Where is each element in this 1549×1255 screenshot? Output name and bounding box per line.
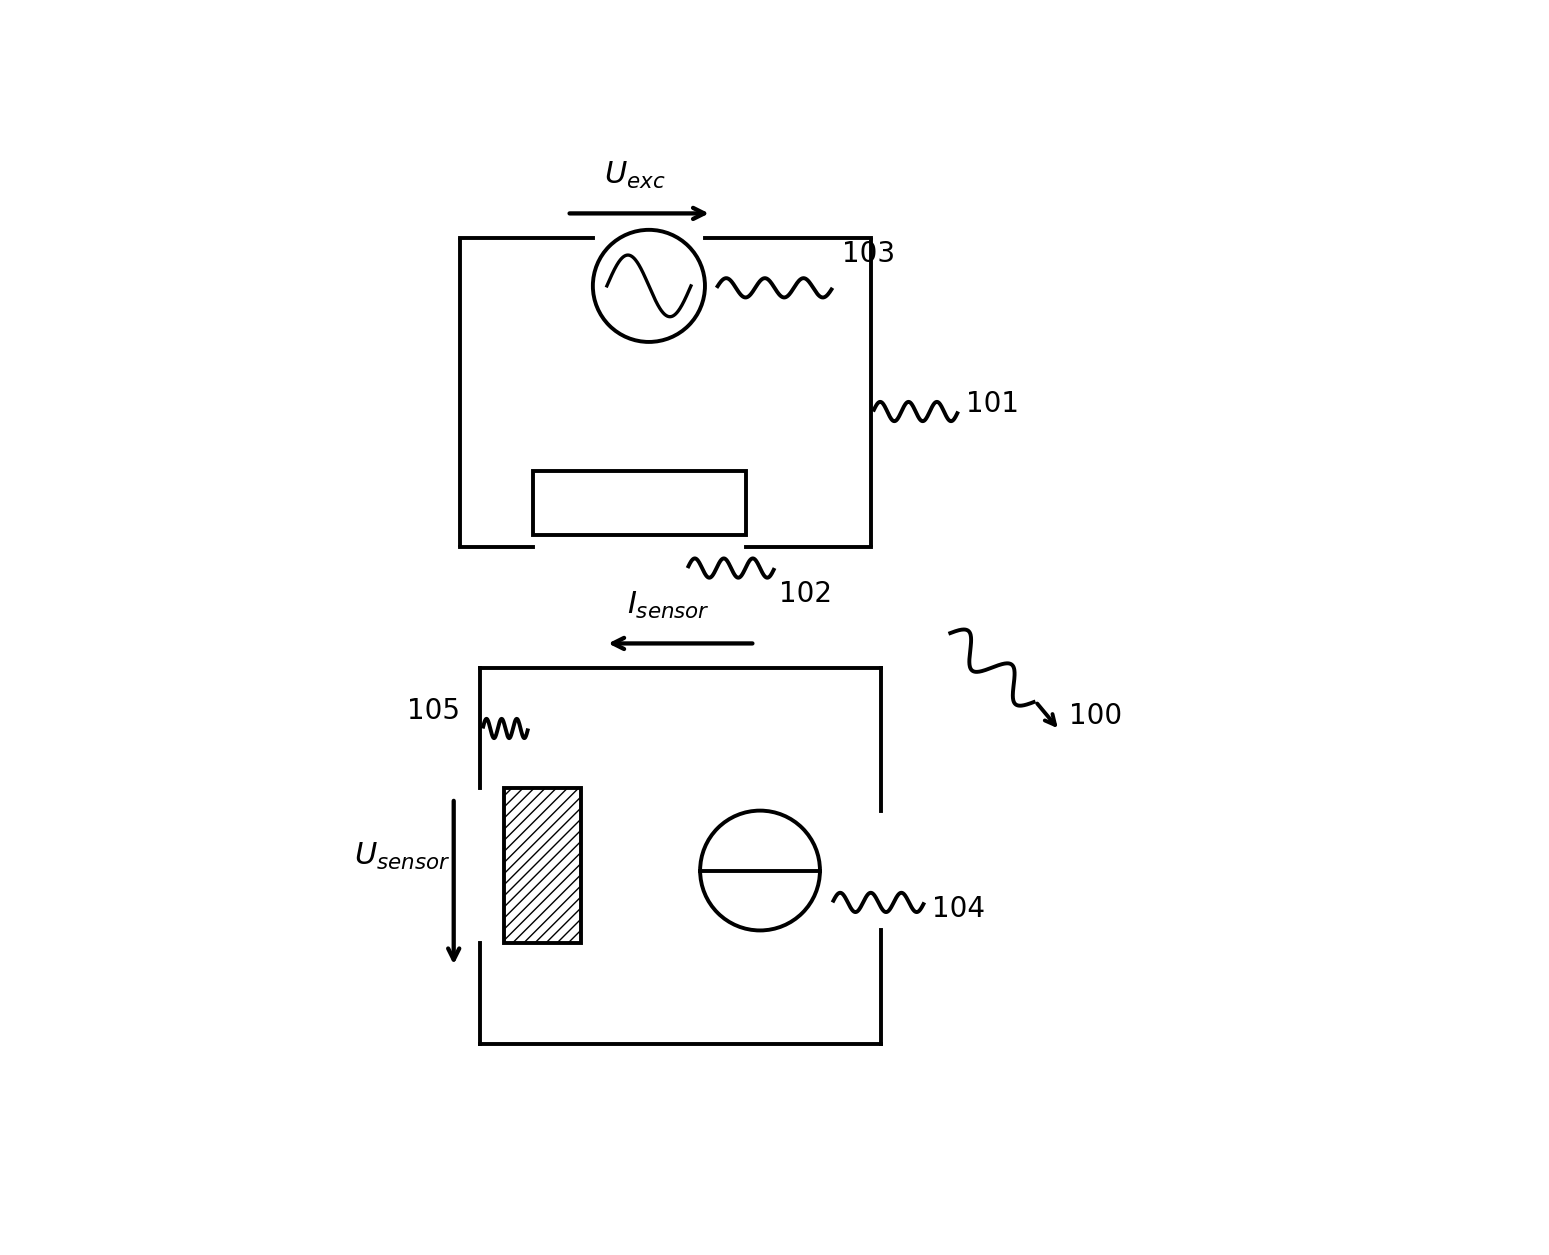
Bar xyxy=(503,788,581,943)
Circle shape xyxy=(700,811,819,930)
Bar xyxy=(533,472,745,535)
Text: 105: 105 xyxy=(407,697,460,725)
Text: 100: 100 xyxy=(1069,702,1123,730)
Circle shape xyxy=(593,230,705,341)
Text: $U_{sensor}$: $U_{sensor}$ xyxy=(355,841,451,871)
Text: $I_{sensor}$: $I_{sensor}$ xyxy=(627,590,709,621)
Text: 103: 103 xyxy=(843,241,895,269)
Text: 102: 102 xyxy=(779,580,832,607)
Text: $U_{exc}$: $U_{exc}$ xyxy=(604,161,665,191)
Text: 101: 101 xyxy=(967,390,1019,418)
Text: 104: 104 xyxy=(932,895,985,924)
